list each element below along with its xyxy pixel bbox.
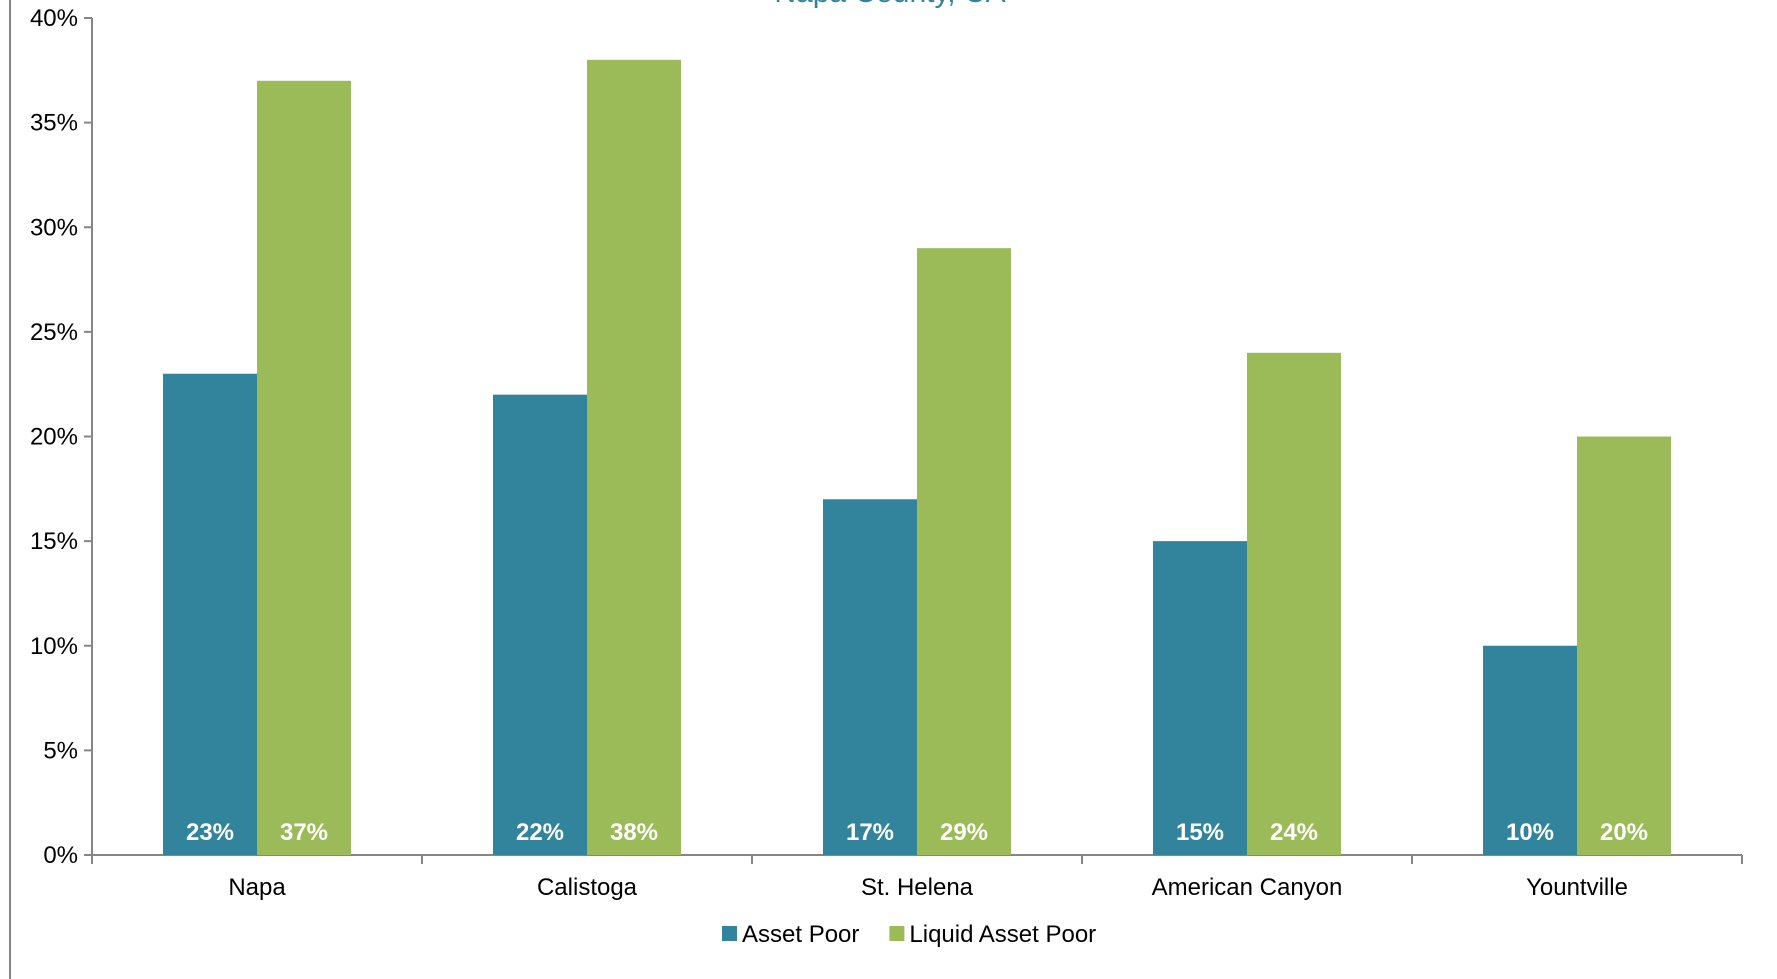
y-tick-label: 20%: [30, 424, 78, 451]
data-label: 20%: [1600, 819, 1648, 846]
bar: [587, 59, 681, 856]
y-tick-label: 30%: [30, 214, 78, 241]
legend-swatch: [722, 926, 737, 941]
chart-border: [9, 0, 11, 979]
data-label: 38%: [610, 819, 658, 846]
bar: [1577, 436, 1671, 855]
y-tick-label: 35%: [30, 110, 78, 137]
bar: [257, 80, 351, 855]
x-tick-label: Yountville: [1526, 874, 1628, 901]
legend: Asset Poor Liquid Asset Poor: [722, 921, 1096, 948]
data-label: 29%: [940, 819, 988, 846]
bar: [163, 373, 257, 855]
y-tick-label: 10%: [30, 633, 78, 660]
bar: [493, 394, 587, 855]
bars-group: [163, 59, 1671, 856]
y-axis: 0% 5% 10% 15% 20% 25% 30% 35% 40%: [30, 5, 93, 869]
x-tick-label: Calistoga: [537, 874, 638, 901]
data-label: 15%: [1176, 819, 1224, 846]
y-tick-label: 5%: [43, 737, 78, 764]
y-tick-label: 40%: [30, 5, 78, 32]
legend-label: Liquid Asset Poor: [909, 921, 1096, 948]
bar: [917, 248, 1011, 856]
x-axis: Napa Calistoga St. Helena American Canyon Yo…: [91, 854, 1743, 901]
data-label: 22%: [516, 819, 564, 846]
data-label: 24%: [1270, 819, 1318, 846]
bar: [1247, 352, 1341, 855]
data-labels-group: 23% 37% 22% 38% 17% 29% 15% 24% 10% 20%: [186, 819, 1648, 846]
y-tick-label: 15%: [30, 528, 78, 555]
bar: [1483, 645, 1577, 855]
data-label: 10%: [1506, 819, 1554, 846]
data-label: 17%: [846, 819, 894, 846]
chart-title: Napa County, CA: [774, 0, 1005, 9]
legend-swatch: [889, 926, 905, 941]
data-label: 37%: [280, 819, 328, 846]
bar: [1153, 541, 1247, 855]
y-tick-label: 25%: [30, 319, 78, 346]
data-label: 23%: [186, 819, 234, 846]
bar: [823, 499, 917, 855]
x-tick-label: Napa: [228, 874, 286, 901]
x-tick-label: St. Helena: [861, 874, 974, 901]
y-tick-label: 0%: [43, 842, 78, 869]
x-tick-label: American Canyon: [1152, 874, 1343, 901]
legend-label: Asset Poor: [742, 921, 859, 948]
